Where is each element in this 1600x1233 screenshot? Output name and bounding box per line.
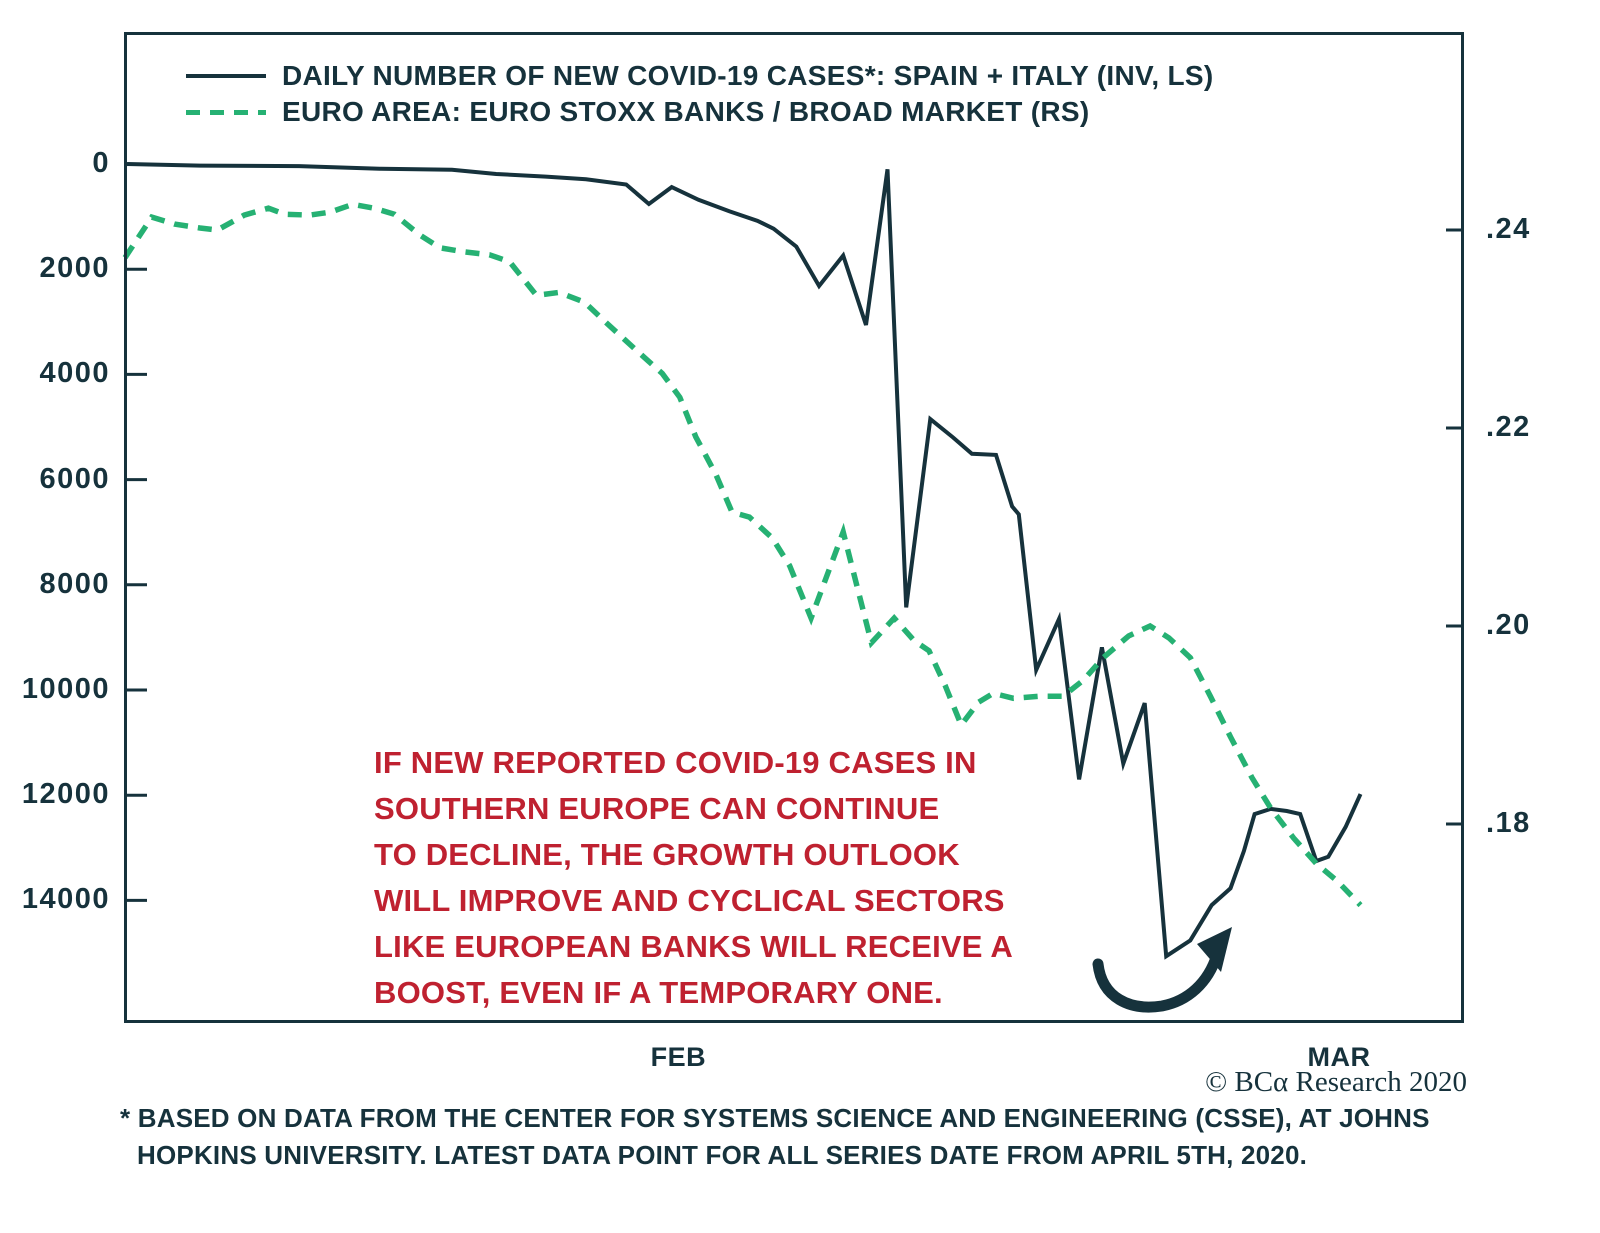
annotation-line: BOOST, EVEN IF A TEMPORARY ONE.: [374, 975, 943, 1010]
annotation-line: WILL IMPROVE AND CYCLICAL SECTORS: [374, 883, 1005, 918]
annotation-line: SOUTHERN EUROPE CAN CONTINUE: [374, 791, 940, 826]
footnote-line: * BASED ON DATA FROM THE CENTER FOR SYST…: [120, 1103, 1430, 1133]
x-tick-feb: FEB: [650, 1042, 707, 1072]
right-tick-18: .18: [1486, 806, 1531, 839]
source-footnote: * BASED ON DATA FROM THE CENTER FOR SYST…: [120, 1100, 1480, 1174]
annotation-line: IF NEW REPORTED COVID-19 CASES IN: [374, 745, 977, 780]
legend-row-banks: EURO AREA: EURO STOXX BANKS / BROAD MARK…: [186, 94, 1214, 130]
annotation-line: LIKE EUROPEAN BANKS WILL RECEIVE A: [374, 929, 1013, 964]
legend-row-cases: DAILY NUMBER OF NEW COVID-19 CASES*: SPA…: [186, 58, 1214, 94]
right-tick-20: .20: [1486, 608, 1531, 641]
solid-line-swatch: [186, 74, 266, 78]
left-tick-14000: 14000: [21, 882, 110, 915]
left-tick-10000: 10000: [21, 672, 110, 705]
plot-frame: [124, 32, 1464, 1023]
annotation-callout: IF NEW REPORTED COVID-19 CASES IN SOUTHE…: [374, 740, 1013, 1016]
covid-cases-line: [124, 162, 1363, 960]
legend-label-cases: DAILY NUMBER OF NEW COVID-19 CASES*: SPA…: [282, 60, 1214, 91]
left-tick-2000: 2000: [39, 251, 110, 284]
banks-ratio-line: [122, 201, 1363, 908]
dashed-line-swatch: [186, 109, 266, 115]
left-tick-6000: 6000: [39, 462, 110, 495]
annotation-line: TO DECLINE, THE GROWTH OUTLOOK: [374, 837, 960, 872]
footnote-line: HOPKINS UNIVERSITY. LATEST DATA POINT FO…: [137, 1140, 1308, 1170]
x-tick-mar: MAR: [1307, 1042, 1371, 1072]
copyright-credit: © BCα Research 2020: [1205, 1066, 1467, 1098]
left-tick-0: 0: [92, 146, 110, 179]
left-tick-4000: 4000: [39, 356, 110, 389]
left-tick-8000: 8000: [39, 567, 110, 600]
right-tick-22: .22: [1486, 410, 1531, 443]
legend: DAILY NUMBER OF NEW COVID-19 CASES*: SPA…: [186, 58, 1214, 130]
right-tick-24: .24: [1486, 212, 1531, 245]
legend-label-banks: EURO AREA: EURO STOXX BANKS / BROAD MARK…: [282, 96, 1090, 127]
left-tick-12000: 12000: [21, 777, 110, 810]
upturn-arrow: [1092, 927, 1232, 1013]
